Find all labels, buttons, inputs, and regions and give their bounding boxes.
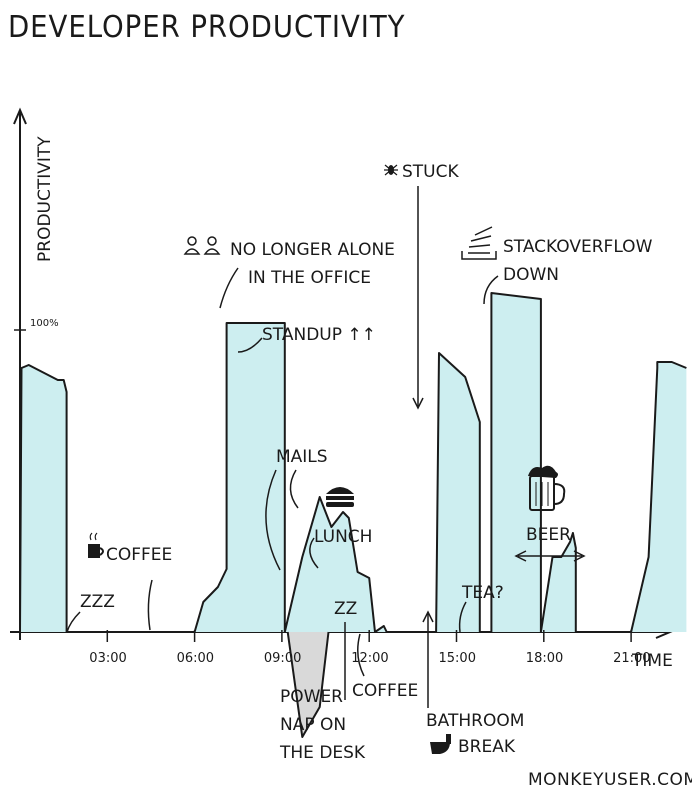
y-100-label: 100% bbox=[30, 318, 59, 329]
people-icon bbox=[183, 236, 221, 255]
annotation-coffee-morning: COFFEE bbox=[106, 545, 172, 565]
stackoverflow-icon bbox=[461, 226, 497, 260]
annotation-tea: TEA? bbox=[461, 583, 504, 603]
x-tick-label: 21:00 bbox=[613, 651, 650, 666]
negative-productivity-area bbox=[287, 632, 329, 737]
x-tick-label: 15:00 bbox=[439, 651, 476, 666]
annotation-coffee-afternoon: COFFEE bbox=[352, 681, 418, 701]
annotation-nap-zz: ZZ bbox=[334, 599, 357, 619]
annotation-standup-arrow bbox=[237, 337, 263, 353]
annotation-mails-arrow-2 bbox=[289, 469, 299, 509]
annotation-bathroom-break: BATHROOM BREAK bbox=[426, 711, 530, 757]
annotation-coffee-morning-arrow bbox=[147, 579, 153, 631]
burger-icon bbox=[326, 487, 354, 507]
y-axis-label: PRODUCTIVITY bbox=[35, 136, 55, 262]
productivity-line bbox=[19, 292, 687, 633]
annotation-mails-arrow-1 bbox=[265, 469, 281, 571]
annotation-no-longer-alone: NO LONGER ALONE IN THE OFFICE bbox=[230, 240, 400, 288]
beer-mug-icon bbox=[528, 465, 566, 511]
annotation-tea-arrow bbox=[458, 601, 467, 633]
annotation-zzz: ZZZ bbox=[80, 592, 115, 612]
y-axis-arrow bbox=[13, 107, 27, 125]
annotation-stackoverflow-down: STACKOVERFLOW DOWN bbox=[503, 237, 658, 285]
x-tick-label: 06:00 bbox=[177, 651, 214, 666]
negative-productivity-line bbox=[286, 631, 330, 738]
x-tick-label: 12:00 bbox=[351, 651, 388, 666]
chart-marks bbox=[19, 292, 687, 738]
annotation-stackoverflow-arrow bbox=[483, 275, 499, 305]
annotation-stuck: STUCK bbox=[402, 162, 459, 182]
credit: MONKEYUSER.COM bbox=[528, 770, 692, 790]
annotation-standup: STANDUP ↑↑ bbox=[262, 325, 376, 345]
annotation-lunch-arrow bbox=[309, 537, 319, 569]
toilet-icon bbox=[430, 734, 451, 754]
annotation-bathroom-arrowhead bbox=[422, 610, 434, 623]
annotation-beer-left-arrowhead bbox=[514, 550, 527, 562]
bug-icon bbox=[384, 164, 398, 176]
annotation-mails: MAILS bbox=[276, 447, 328, 467]
annotation-beer-right-arrowhead bbox=[573, 550, 586, 562]
chart-title: DEVELOPER PRODUCTIVITY bbox=[8, 10, 406, 45]
annotation-zzz-arrow bbox=[66, 611, 81, 633]
annotation-stuck-arrowhead bbox=[412, 397, 424, 410]
x-tick-label: 09:00 bbox=[264, 651, 301, 666]
x-axis-label: TIME bbox=[631, 651, 673, 671]
annotation-power-nap: POWER NAP ON THE DESK bbox=[279, 687, 366, 763]
annotation-no-longer-alone-arrow bbox=[219, 267, 239, 309]
annotation-lunch: LUNCH bbox=[314, 527, 372, 547]
x-ticks: 03:00 06:00 09:00 12:00 15:00 18:00 21:00 bbox=[89, 630, 651, 666]
annotation-beer: BEER bbox=[526, 525, 571, 545]
coffee-cup-icon bbox=[88, 532, 104, 558]
x-tick-label: 03:00 bbox=[89, 651, 126, 666]
x-tick-label: 18:00 bbox=[526, 651, 563, 666]
annotation-coffee-afternoon-arrow bbox=[357, 633, 365, 677]
productivity-area bbox=[20, 293, 687, 632]
